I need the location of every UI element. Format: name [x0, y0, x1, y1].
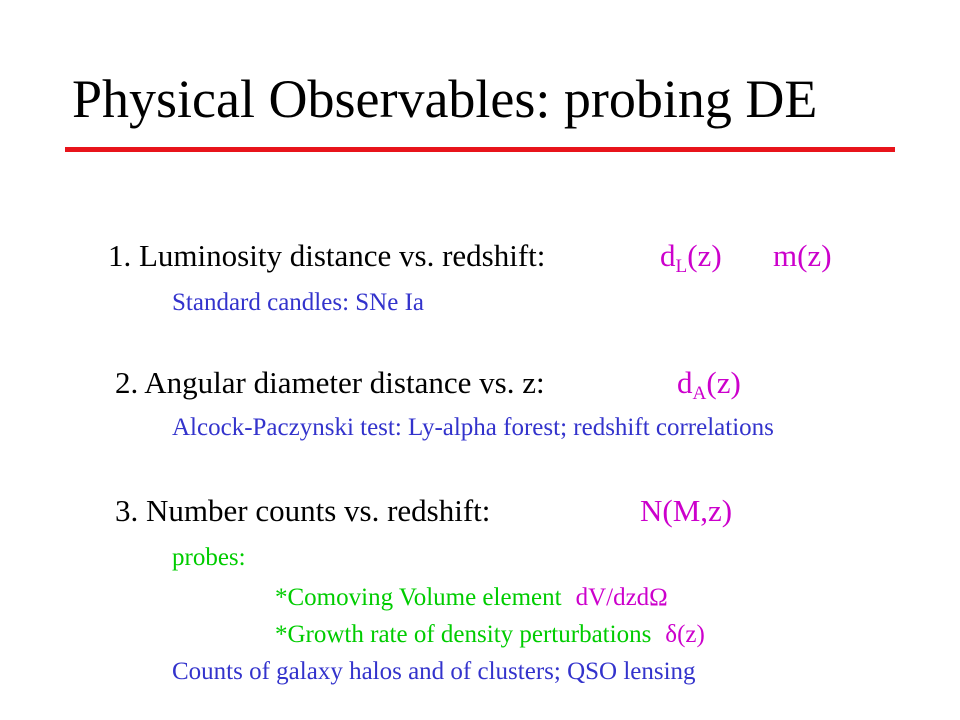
item-2-observable-base: d — [677, 365, 693, 400]
item-1-heading: 1. Luminosity distance vs. redshift: — [108, 238, 546, 273]
item-2-observable-arg: (z) — [706, 365, 741, 400]
item-1-observable-arg: (z) — [687, 238, 722, 273]
title-underline — [65, 147, 895, 152]
probe-item-2: *Growth rate of density perturbations δ(z… — [275, 622, 705, 647]
item-2-observable: dA(z) — [677, 365, 741, 403]
item-1-observable-base: d — [660, 238, 676, 273]
item-1-observable-extra: m(z) — [773, 238, 832, 273]
item-2-observable-subscript: A — [692, 382, 707, 404]
item-2-detail: Alcock-Paczynski test: Ly-alpha forest; … — [172, 414, 774, 441]
item-3-heading: 3. Number counts vs. redshift: — [115, 493, 491, 528]
item-3-observable: N(M,z) — [640, 493, 733, 528]
probe-item-1-text: *Comoving Volume element — [275, 584, 562, 611]
item-1-observable-subscript: L — [675, 255, 688, 277]
slide-title: Physical Observables: probing DE — [72, 69, 818, 129]
item-1-observable: dL(z) — [660, 238, 722, 276]
item-3-probes-label: probes: — [172, 544, 246, 571]
probe-item-1: *Comoving Volume element dV/dzdΩ — [275, 585, 668, 610]
probe-item-2-text: *Growth rate of density perturbations — [275, 621, 652, 648]
probe-item-1-formula: dV/dzdΩ — [575, 584, 668, 611]
item-3-detail: Counts of galaxy halos and of clusters; … — [172, 658, 696, 685]
probe-item-2-formula: δ(z) — [665, 621, 705, 648]
item-2-heading: 2. Angular diameter distance vs. z: — [115, 365, 545, 400]
item-1-detail: Standard candles: SNe Ia — [172, 289, 425, 316]
